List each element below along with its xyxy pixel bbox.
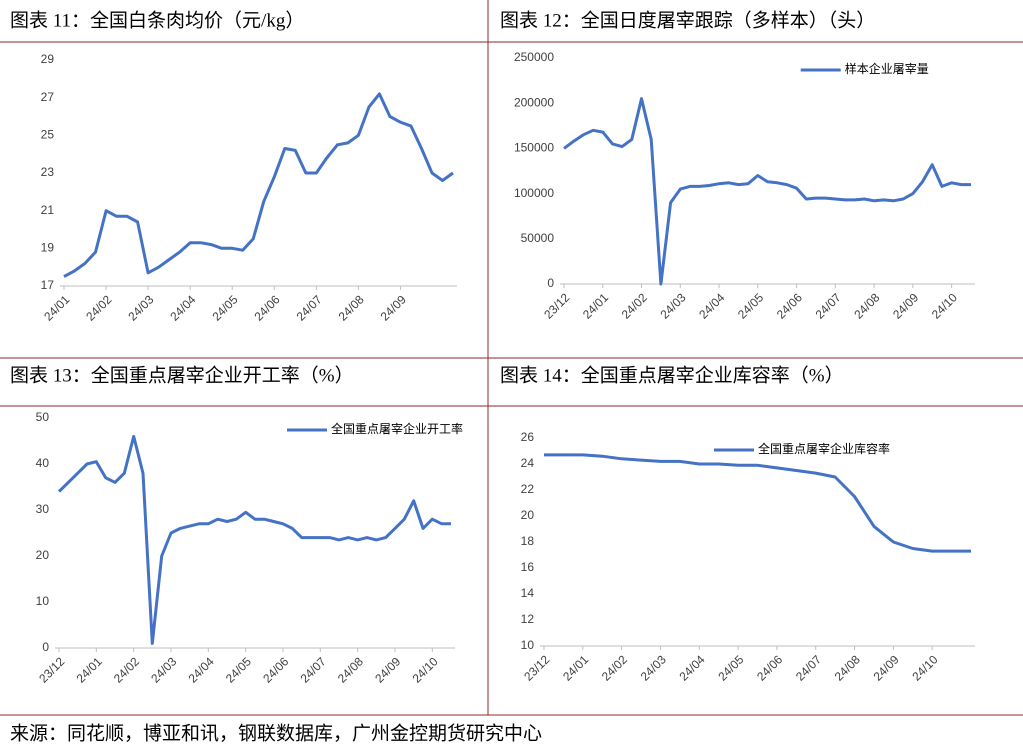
x-tick-label: 24/06 [260, 654, 291, 685]
x-tick-label: 24/01 [41, 292, 72, 323]
y-tick-label: 50000 [521, 231, 555, 245]
y-tick-label: 40 [36, 456, 50, 470]
legend-label: 样本企业屠宰量 [845, 61, 929, 76]
y-tick-label: 50 [36, 410, 50, 424]
x-tick-label: 23/12 [521, 652, 552, 683]
y-tick-label: 16 [521, 560, 535, 574]
data-line [544, 453, 971, 553]
y-tick-label: 27 [41, 90, 55, 104]
y-tick-label: 0 [42, 640, 49, 654]
y-tick-label: 10 [521, 638, 535, 652]
x-tick-label: 24/07 [298, 654, 329, 685]
x-tick-label: 24/01 [74, 654, 105, 685]
chart-title: 图表 14：全国重点屠宰企业库容率（%） [500, 364, 844, 386]
y-tick-label: 150000 [514, 141, 554, 155]
x-tick-label: 24/02 [619, 290, 650, 321]
x-tick-label: 24/04 [167, 292, 198, 323]
y-tick-label: 24 [521, 456, 535, 470]
data-line [63, 92, 454, 278]
y-tick-label: 26 [521, 430, 535, 444]
y-tick-label: 100000 [514, 186, 554, 200]
y-tick-label: 18 [521, 534, 535, 548]
chart-title: 图表 12：全国日度屠宰跟踪（多样本）（头） [500, 9, 875, 31]
x-tick-label: 24/03 [125, 292, 156, 323]
x-tick-label: 24/06 [774, 290, 805, 321]
x-tick-label: 24/07 [793, 652, 824, 683]
x-tick-label: 24/05 [735, 290, 766, 321]
x-tick-label: 24/09 [890, 290, 921, 321]
y-tick-label: 250000 [514, 50, 554, 64]
y-tick-label: 23 [41, 165, 55, 179]
y-tick-label: 25 [41, 128, 55, 142]
x-tick-label: 24/08 [335, 654, 366, 685]
x-tick-label: 24/05 [209, 292, 240, 323]
x-tick-label: 24/07 [813, 290, 844, 321]
x-tick-label: 24/06 [754, 652, 785, 683]
frame [0, 0, 1023, 716]
legend-label: 全国重点屠宰企业库容率 [758, 441, 890, 456]
x-tick-label: 24/08 [851, 290, 882, 321]
y-tick-label: 200000 [514, 95, 554, 109]
x-tick-label: 24/02 [111, 654, 142, 685]
x-tick-label: 24/01 [580, 290, 611, 321]
x-tick-label: 24/03 [148, 654, 179, 685]
x-tick-label: 24/01 [560, 652, 591, 683]
y-tick-label: 30 [36, 502, 50, 516]
x-tick-label: 24/02 [599, 652, 630, 683]
x-tick-label: 24/05 [223, 654, 254, 685]
data-line [57, 434, 451, 645]
x-tick-label: 24/03 [658, 290, 689, 321]
y-tick-label: 29 [41, 52, 55, 66]
chart-title: 图表 11：全国白条肉均价（元/kg） [10, 9, 304, 31]
chart-title: 图表 13：全国重点屠宰企业开工率（%） [10, 364, 354, 386]
x-tick-label: 24/10 [909, 652, 940, 683]
x-tick-label: 24/04 [677, 652, 708, 683]
y-tick-label: 19 [41, 241, 55, 255]
y-tick-label: 22 [521, 482, 535, 496]
legend-label: 全国重点屠宰企业开工率 [331, 421, 463, 436]
x-tick-label: 24/07 [294, 292, 325, 323]
y-tick-label: 10 [36, 594, 50, 608]
x-tick-label: 24/02 [83, 292, 114, 323]
x-tick-label: 23/12 [541, 290, 572, 321]
x-tick-label: 24/09 [871, 652, 902, 683]
y-tick-label: 21 [41, 203, 55, 217]
x-tick-label: 24/10 [929, 290, 960, 321]
x-tick-label: 24/08 [832, 652, 863, 683]
x-tick-label: 24/10 [410, 654, 441, 685]
y-tick-label: 20 [521, 508, 535, 522]
x-tick-label: 24/04 [186, 654, 217, 685]
data-line [563, 97, 971, 286]
x-tick-label: 24/08 [336, 292, 367, 323]
y-tick-label: 12 [521, 612, 535, 626]
y-tick-label: 20 [36, 548, 50, 562]
x-tick-label: 23/12 [36, 654, 67, 685]
y-tick-label: 17 [41, 278, 55, 292]
y-tick-label: 14 [521, 586, 535, 600]
x-tick-label: 24/03 [638, 652, 669, 683]
x-tick-label: 24/09 [372, 654, 403, 685]
x-tick-label: 24/06 [251, 292, 282, 323]
x-tick-label: 24/04 [696, 290, 727, 321]
y-tick-label: 0 [547, 276, 554, 290]
source: 来源：同花顺，博亚和讯，钢联数据库，广州金控期货研究中心 [10, 722, 542, 744]
x-tick-label: 24/09 [378, 292, 409, 323]
x-tick-label: 24/05 [715, 652, 746, 683]
